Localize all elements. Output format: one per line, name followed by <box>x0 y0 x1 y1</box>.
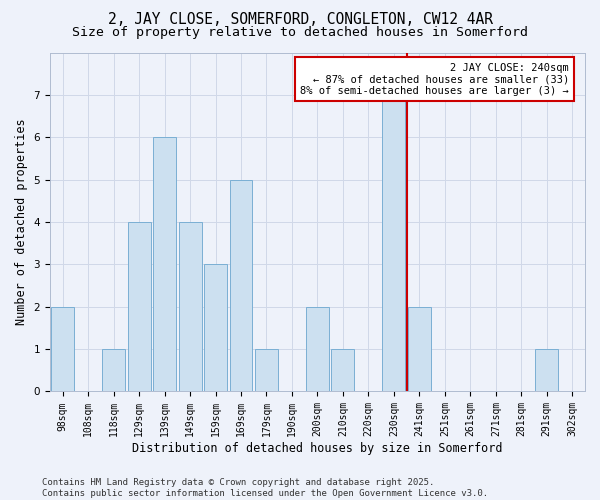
Bar <box>128 222 151 392</box>
Bar <box>153 137 176 392</box>
Bar <box>255 349 278 392</box>
Bar <box>179 222 202 392</box>
Bar <box>102 349 125 392</box>
Text: Size of property relative to detached houses in Somerford: Size of property relative to detached ho… <box>72 26 528 39</box>
Text: Contains HM Land Registry data © Crown copyright and database right 2025.
Contai: Contains HM Land Registry data © Crown c… <box>42 478 488 498</box>
Bar <box>382 95 406 392</box>
Bar <box>51 306 74 392</box>
X-axis label: Distribution of detached houses by size in Somerford: Distribution of detached houses by size … <box>132 442 503 455</box>
Text: 2, JAY CLOSE, SOMERFORD, CONGLETON, CW12 4AR: 2, JAY CLOSE, SOMERFORD, CONGLETON, CW12… <box>107 12 493 28</box>
Y-axis label: Number of detached properties: Number of detached properties <box>15 118 28 326</box>
Text: 2 JAY CLOSE: 240sqm
← 87% of detached houses are smaller (33)
8% of semi-detache: 2 JAY CLOSE: 240sqm ← 87% of detached ho… <box>300 62 569 96</box>
Bar <box>408 306 431 392</box>
Bar <box>306 306 329 392</box>
Bar <box>204 264 227 392</box>
Bar <box>230 180 253 392</box>
Bar <box>535 349 558 392</box>
Bar <box>331 349 355 392</box>
